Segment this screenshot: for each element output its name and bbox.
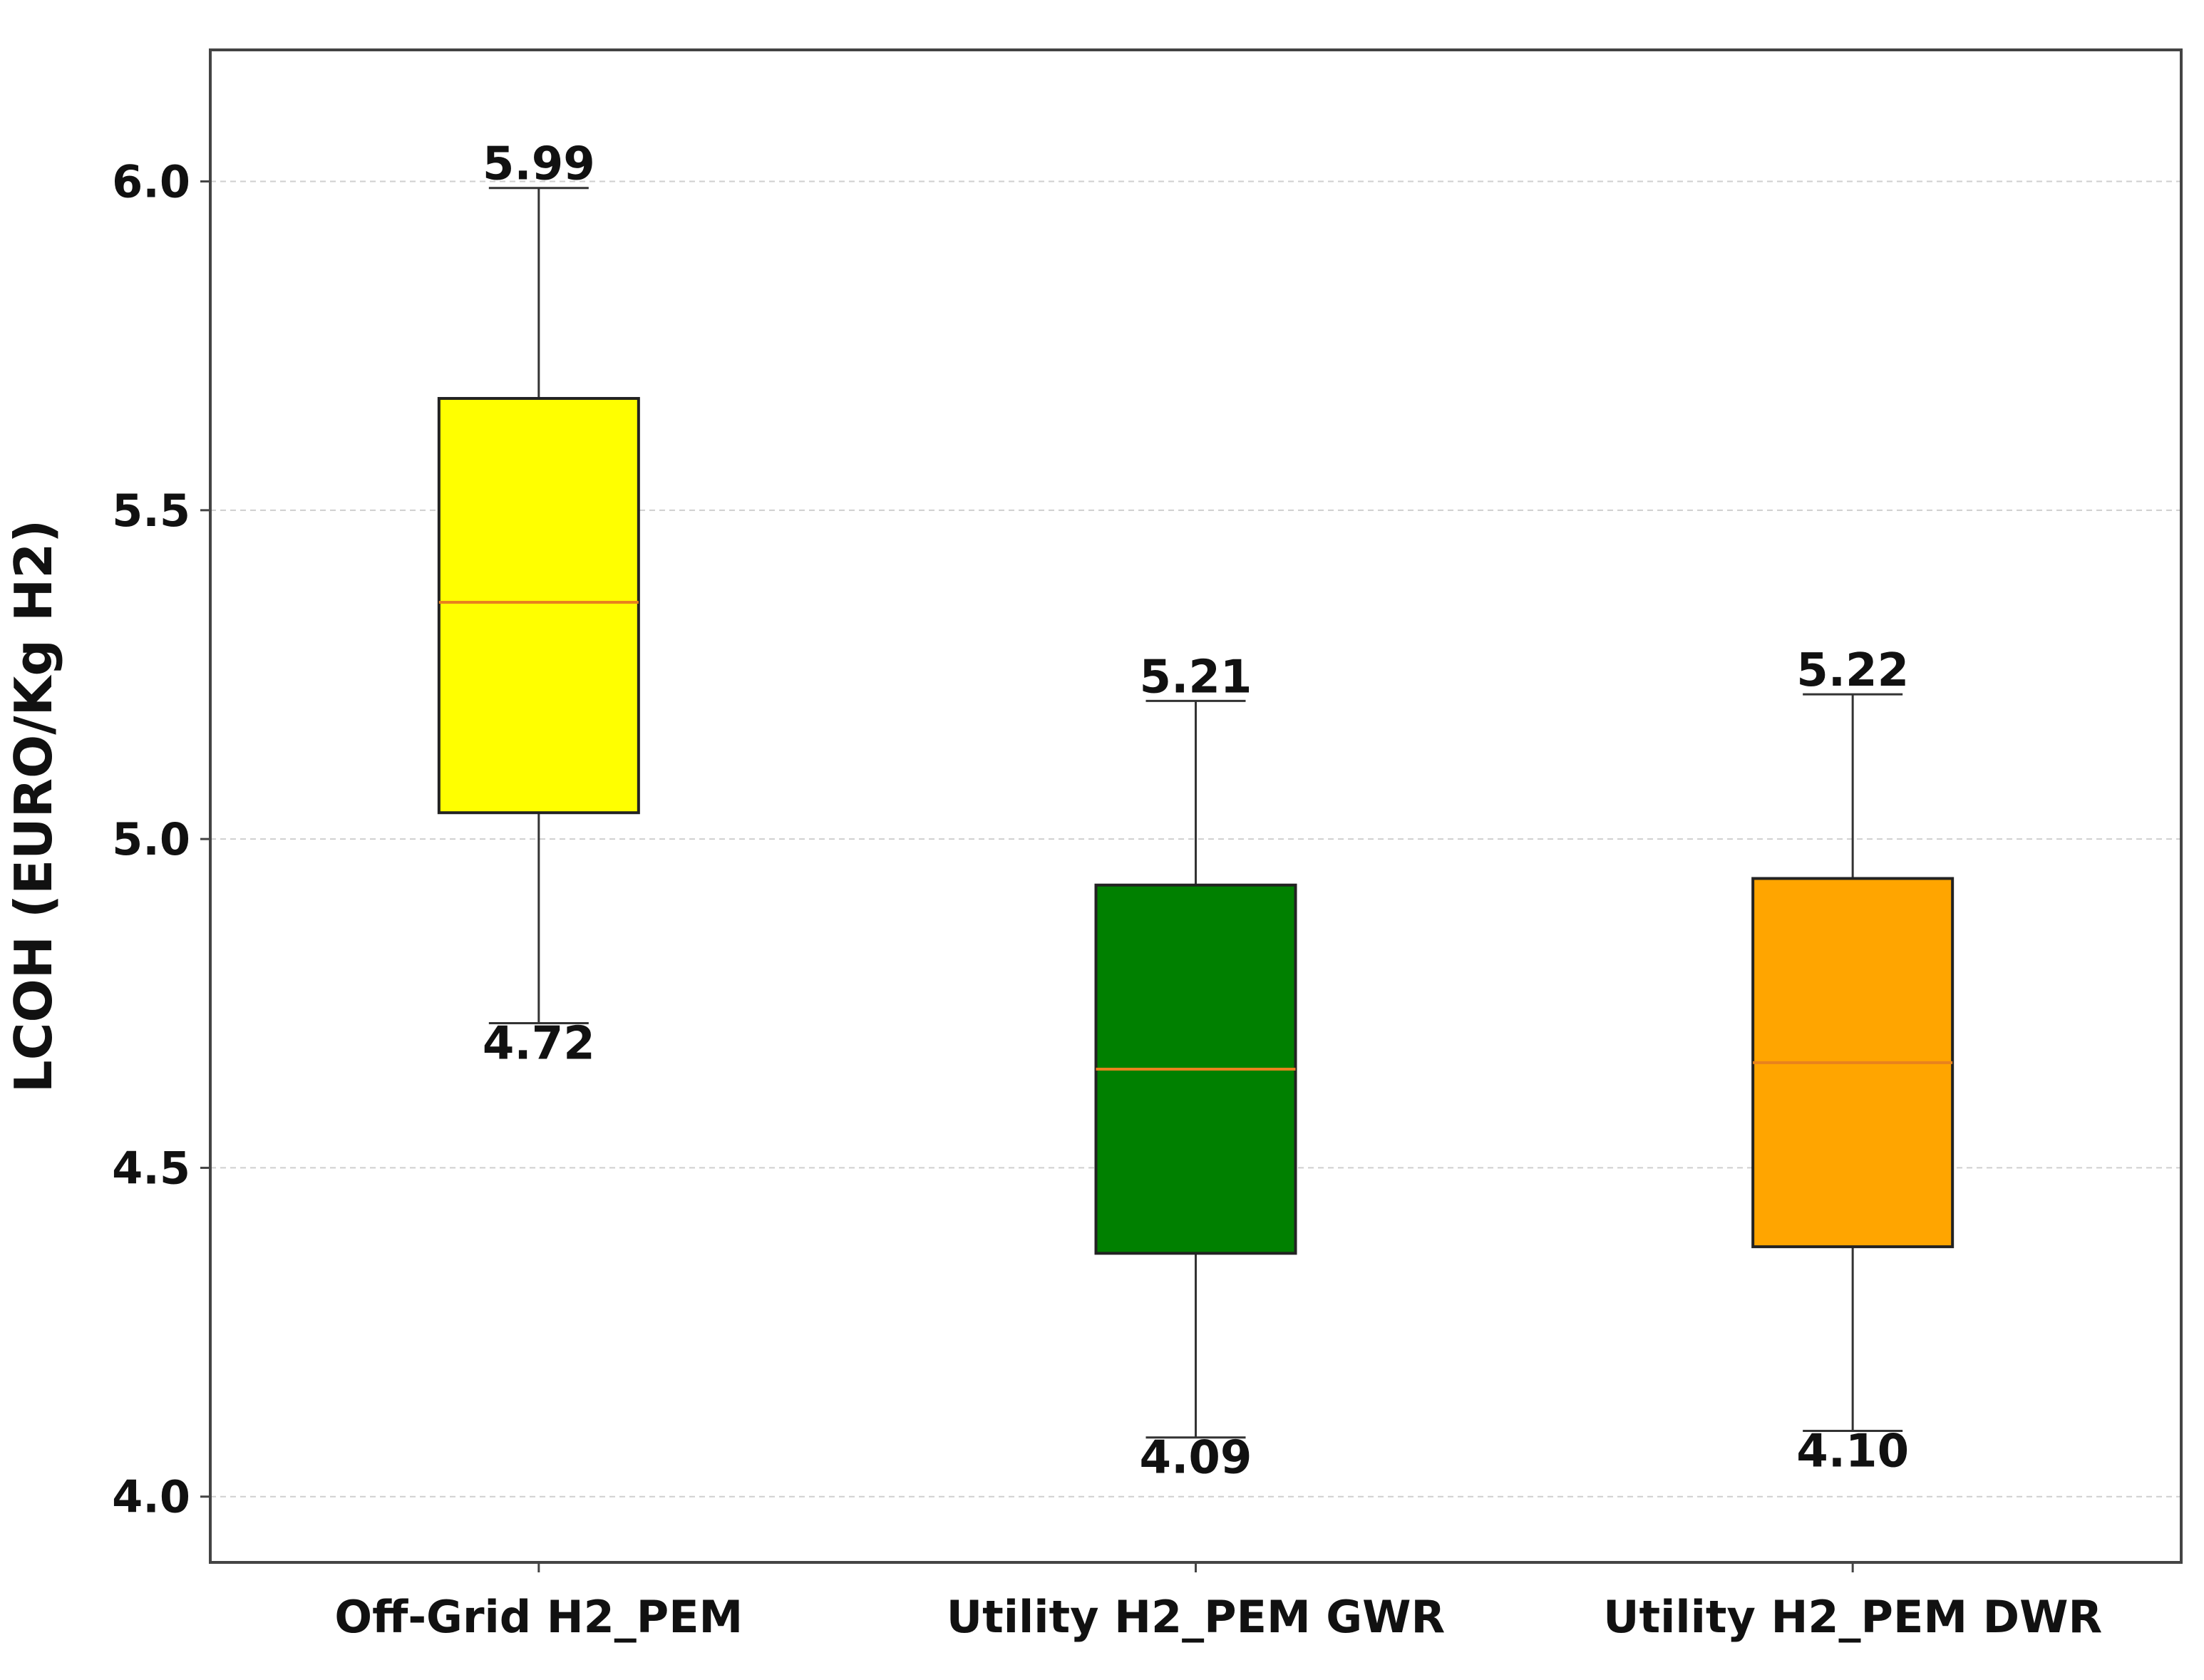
whisker-high-label: 5.99 [483,138,595,191]
whisker-low-label: 4.72 [483,1017,595,1070]
y-tick-label: 5.5 [112,485,190,537]
whisker-low-label: 4.10 [1796,1425,1909,1478]
y-tick-label: 4.5 [112,1142,190,1194]
x-category-label: Off-Grid H2_PEM [334,1591,743,1643]
whisker-high-label: 5.22 [1796,644,1909,697]
x-category-label: Utility H2_PEM DWR [1603,1591,2102,1643]
axes: 4.0 4.5 5.0 5.5 6.0 Off-Grid H2_PEM Utility H2… [112,156,2102,1643]
data-labels: 5.99 4.72 5.21 4.09 5.22 4.10 [483,138,1909,1485]
y-axis-label: LCOH (EURO/Kg H2) [4,520,63,1093]
y-tick-label: 4.0 [112,1471,190,1523]
y-tick-label: 5.0 [112,813,190,865]
whisker-low-label: 4.09 [1140,1432,1252,1485]
x-category-label: Utility H2_PEM GWR [947,1591,1446,1643]
whisker-high-label: 5.21 [1140,651,1252,704]
boxes [437,187,1955,1439]
y-tick-label: 6.0 [112,156,190,208]
box-iqr [437,396,640,815]
